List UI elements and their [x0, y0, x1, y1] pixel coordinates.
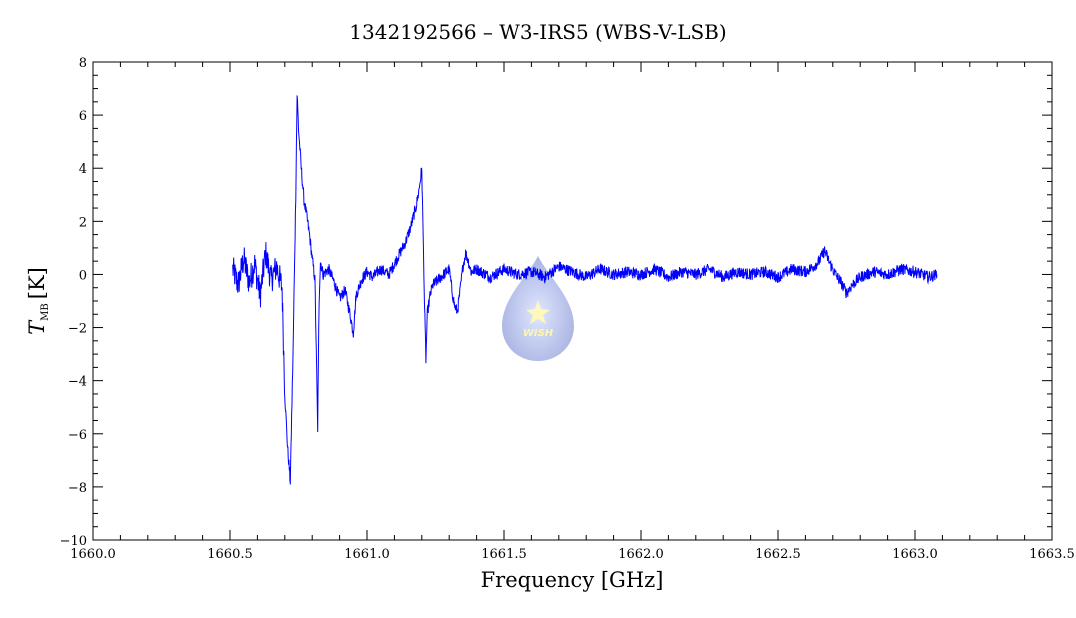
y-axis-symbol: T: [25, 319, 49, 335]
tick-labels: 1660.0 1660.5 1661.0 1661.5 1662.0 1662.5 1663…: [60, 56, 1075, 562]
star-icon: [526, 300, 550, 324]
y-tick-label: −4: [68, 375, 87, 390]
y-tick-label: −10: [60, 534, 87, 549]
y-tick-label: −8: [68, 481, 87, 496]
y-tick-label: 0: [79, 268, 87, 283]
wish-logo: WISH: [502, 256, 574, 361]
x-tick-label: 1661.0: [344, 547, 390, 562]
y-tick-label: −2: [68, 322, 87, 337]
y-tick-label: −6: [68, 428, 87, 443]
wish-logo-text: WISH: [523, 328, 554, 339]
x-axis-label: Frequency [GHz]: [481, 568, 664, 592]
y-axis-unit: [K]: [25, 267, 49, 299]
plot-axes: [92, 61, 1053, 541]
x-tick-label: 1663.0: [892, 547, 938, 562]
x-tick-label: 1660.0: [70, 547, 116, 562]
series-line: [232, 95, 938, 485]
y-tick-label: 6: [79, 109, 87, 124]
x-tick-label: 1660.5: [207, 547, 253, 562]
data-series: [232, 95, 938, 485]
y-tick-label: 4: [79, 162, 87, 177]
y-tick-label: 8: [79, 56, 87, 71]
y-axis-label: TMB [K]: [25, 267, 51, 335]
x-tick-label: 1663.5: [1029, 547, 1075, 562]
chart-title: 1342192566 – W3-IRS5 (WBS-V-LSB): [349, 20, 726, 44]
y-tick-label: 2: [79, 215, 87, 230]
x-tick-label: 1662.5: [755, 547, 801, 562]
y-axis-subscript: MB: [40, 303, 51, 321]
x-tick-label: 1662.0: [618, 547, 664, 562]
plot-frame: [92, 61, 1053, 541]
x-tick-label: 1661.5: [481, 547, 527, 562]
